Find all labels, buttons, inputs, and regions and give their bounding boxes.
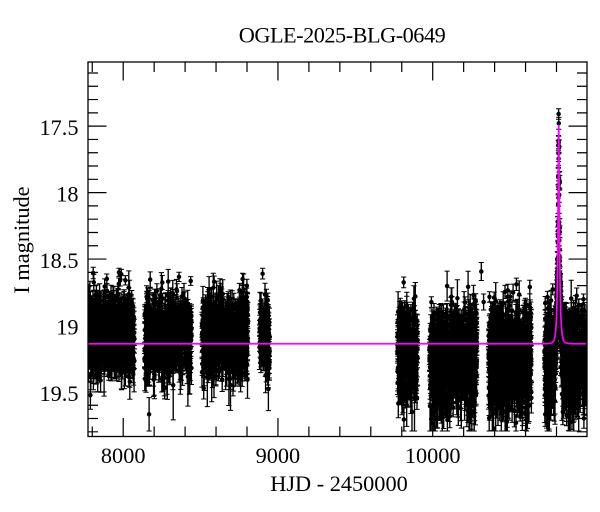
svg-text:18: 18	[56, 182, 78, 207]
svg-text:10000: 10000	[405, 443, 461, 468]
svg-text:17.5: 17.5	[39, 115, 78, 140]
svg-text:OGLE-2025-BLG-0649: OGLE-2025-BLG-0649	[239, 22, 446, 47]
svg-text:19: 19	[56, 315, 78, 340]
svg-text:9000: 9000	[256, 443, 301, 468]
svg-text:HJD - 2450000: HJD - 2450000	[270, 471, 408, 496]
svg-text:18.5: 18.5	[39, 248, 78, 273]
svg-text:I magnitude: I magnitude	[9, 186, 34, 293]
svg-text:8000: 8000	[101, 443, 146, 468]
svg-text:19.5: 19.5	[39, 381, 78, 406]
